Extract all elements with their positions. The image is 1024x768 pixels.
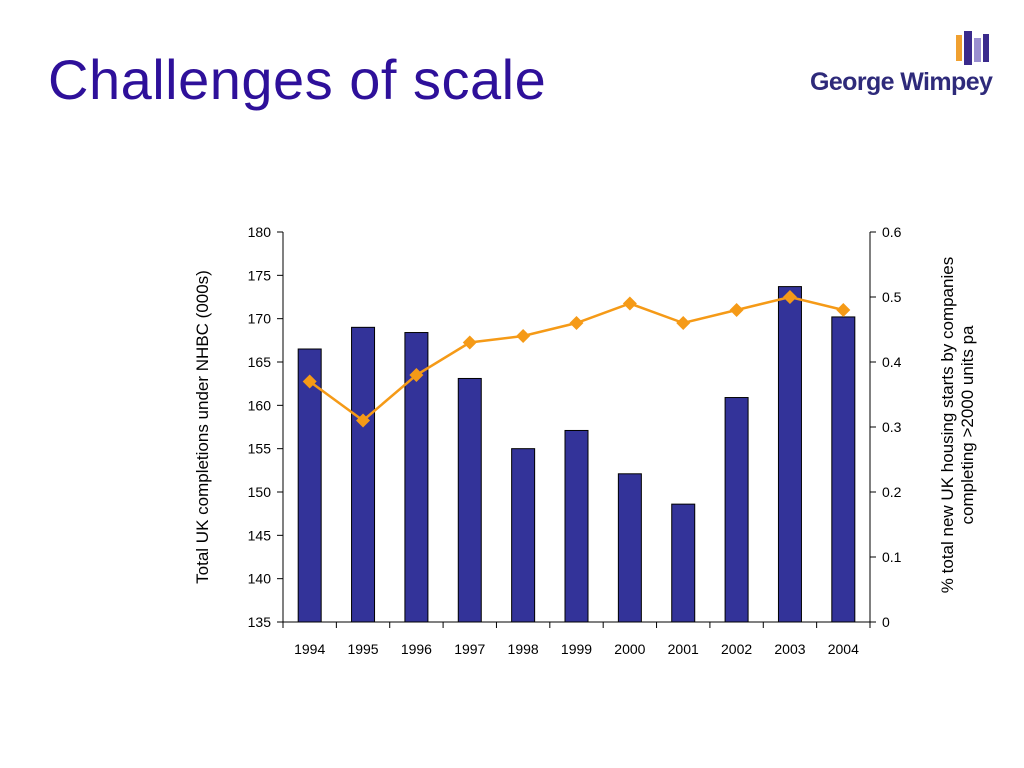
x-tick-label: 1996 [401,641,432,657]
line-marker [302,374,317,389]
y-tick-label: 150 [248,484,272,500]
x-tick-label: 2004 [828,641,859,657]
x-tick-label: 2001 [668,641,699,657]
x-tick-label: 1995 [347,641,378,657]
y2-axis-title: % total new UK housing starts by compani… [938,257,977,593]
line-series [302,290,851,428]
x-tick-label: 1997 [454,641,485,657]
y2-tick-label: 0.4 [882,354,902,370]
y-axis-title: Total UK completions under NHBC (000s) [193,270,212,584]
y-tick-label: 170 [248,311,272,327]
line-marker [356,413,371,428]
x-tick-label: 1999 [561,641,592,657]
bar [671,503,696,623]
y-tick-label: 165 [248,354,272,370]
line-marker [729,303,744,317]
slide-title: Challenges of scale [48,48,547,111]
chart-axes [277,231,876,628]
y-tick-label: 155 [248,441,272,457]
bar [617,473,642,623]
bar-series [297,286,856,623]
y2-axis-title-line: completing >2000 units pa [958,325,977,524]
y-tick-label: 135 [248,614,272,630]
line-marker [782,290,797,304]
axis-labels: 135 140 145 150 155 160 165 170 175 180 0 0.1 0.2 0.3… [193,224,977,657]
y2-tick-label: 0.3 [882,419,902,435]
y-tick-label: 180 [248,224,272,240]
george-wimpey-logo: George Wimpey [800,30,1000,100]
line-marker [622,296,637,311]
line-marker [409,368,424,382]
x-tick-label: 2003 [774,641,805,657]
x-tick-label: 1998 [508,641,539,657]
line-marker [569,316,584,330]
bar [831,316,856,623]
x-tick-label: 2002 [721,641,752,657]
y-tick-label: 140 [248,571,272,587]
y-tick-label: 160 [248,397,272,413]
bar [564,429,589,623]
line-marker [836,303,851,317]
line-marker [516,329,531,343]
y2-axis-title-line: % total new UK housing starts by compani… [938,257,957,593]
logo-text: George Wimpey [810,68,993,96]
y-tick-label: 145 [248,527,272,543]
x-tick-label: 1994 [294,641,325,657]
bar [511,448,536,623]
logo-mark-icon [956,31,989,65]
bar [297,348,322,623]
bar [724,397,749,623]
y2-tick-label: 0.2 [882,484,902,500]
y2-tick-label: 0.1 [882,549,902,565]
y2-tick-label: 0.6 [882,224,902,240]
line-marker [462,335,477,350]
bar [777,286,802,623]
bar [457,377,482,623]
line-marker [676,316,691,330]
y-tick-label: 175 [248,267,272,283]
y2-tick-label: 0.5 [882,289,902,305]
line-path [308,295,844,423]
x-tick-label: 2000 [614,641,645,657]
y2-tick-label: 0 [882,614,890,630]
bar [351,326,376,623]
